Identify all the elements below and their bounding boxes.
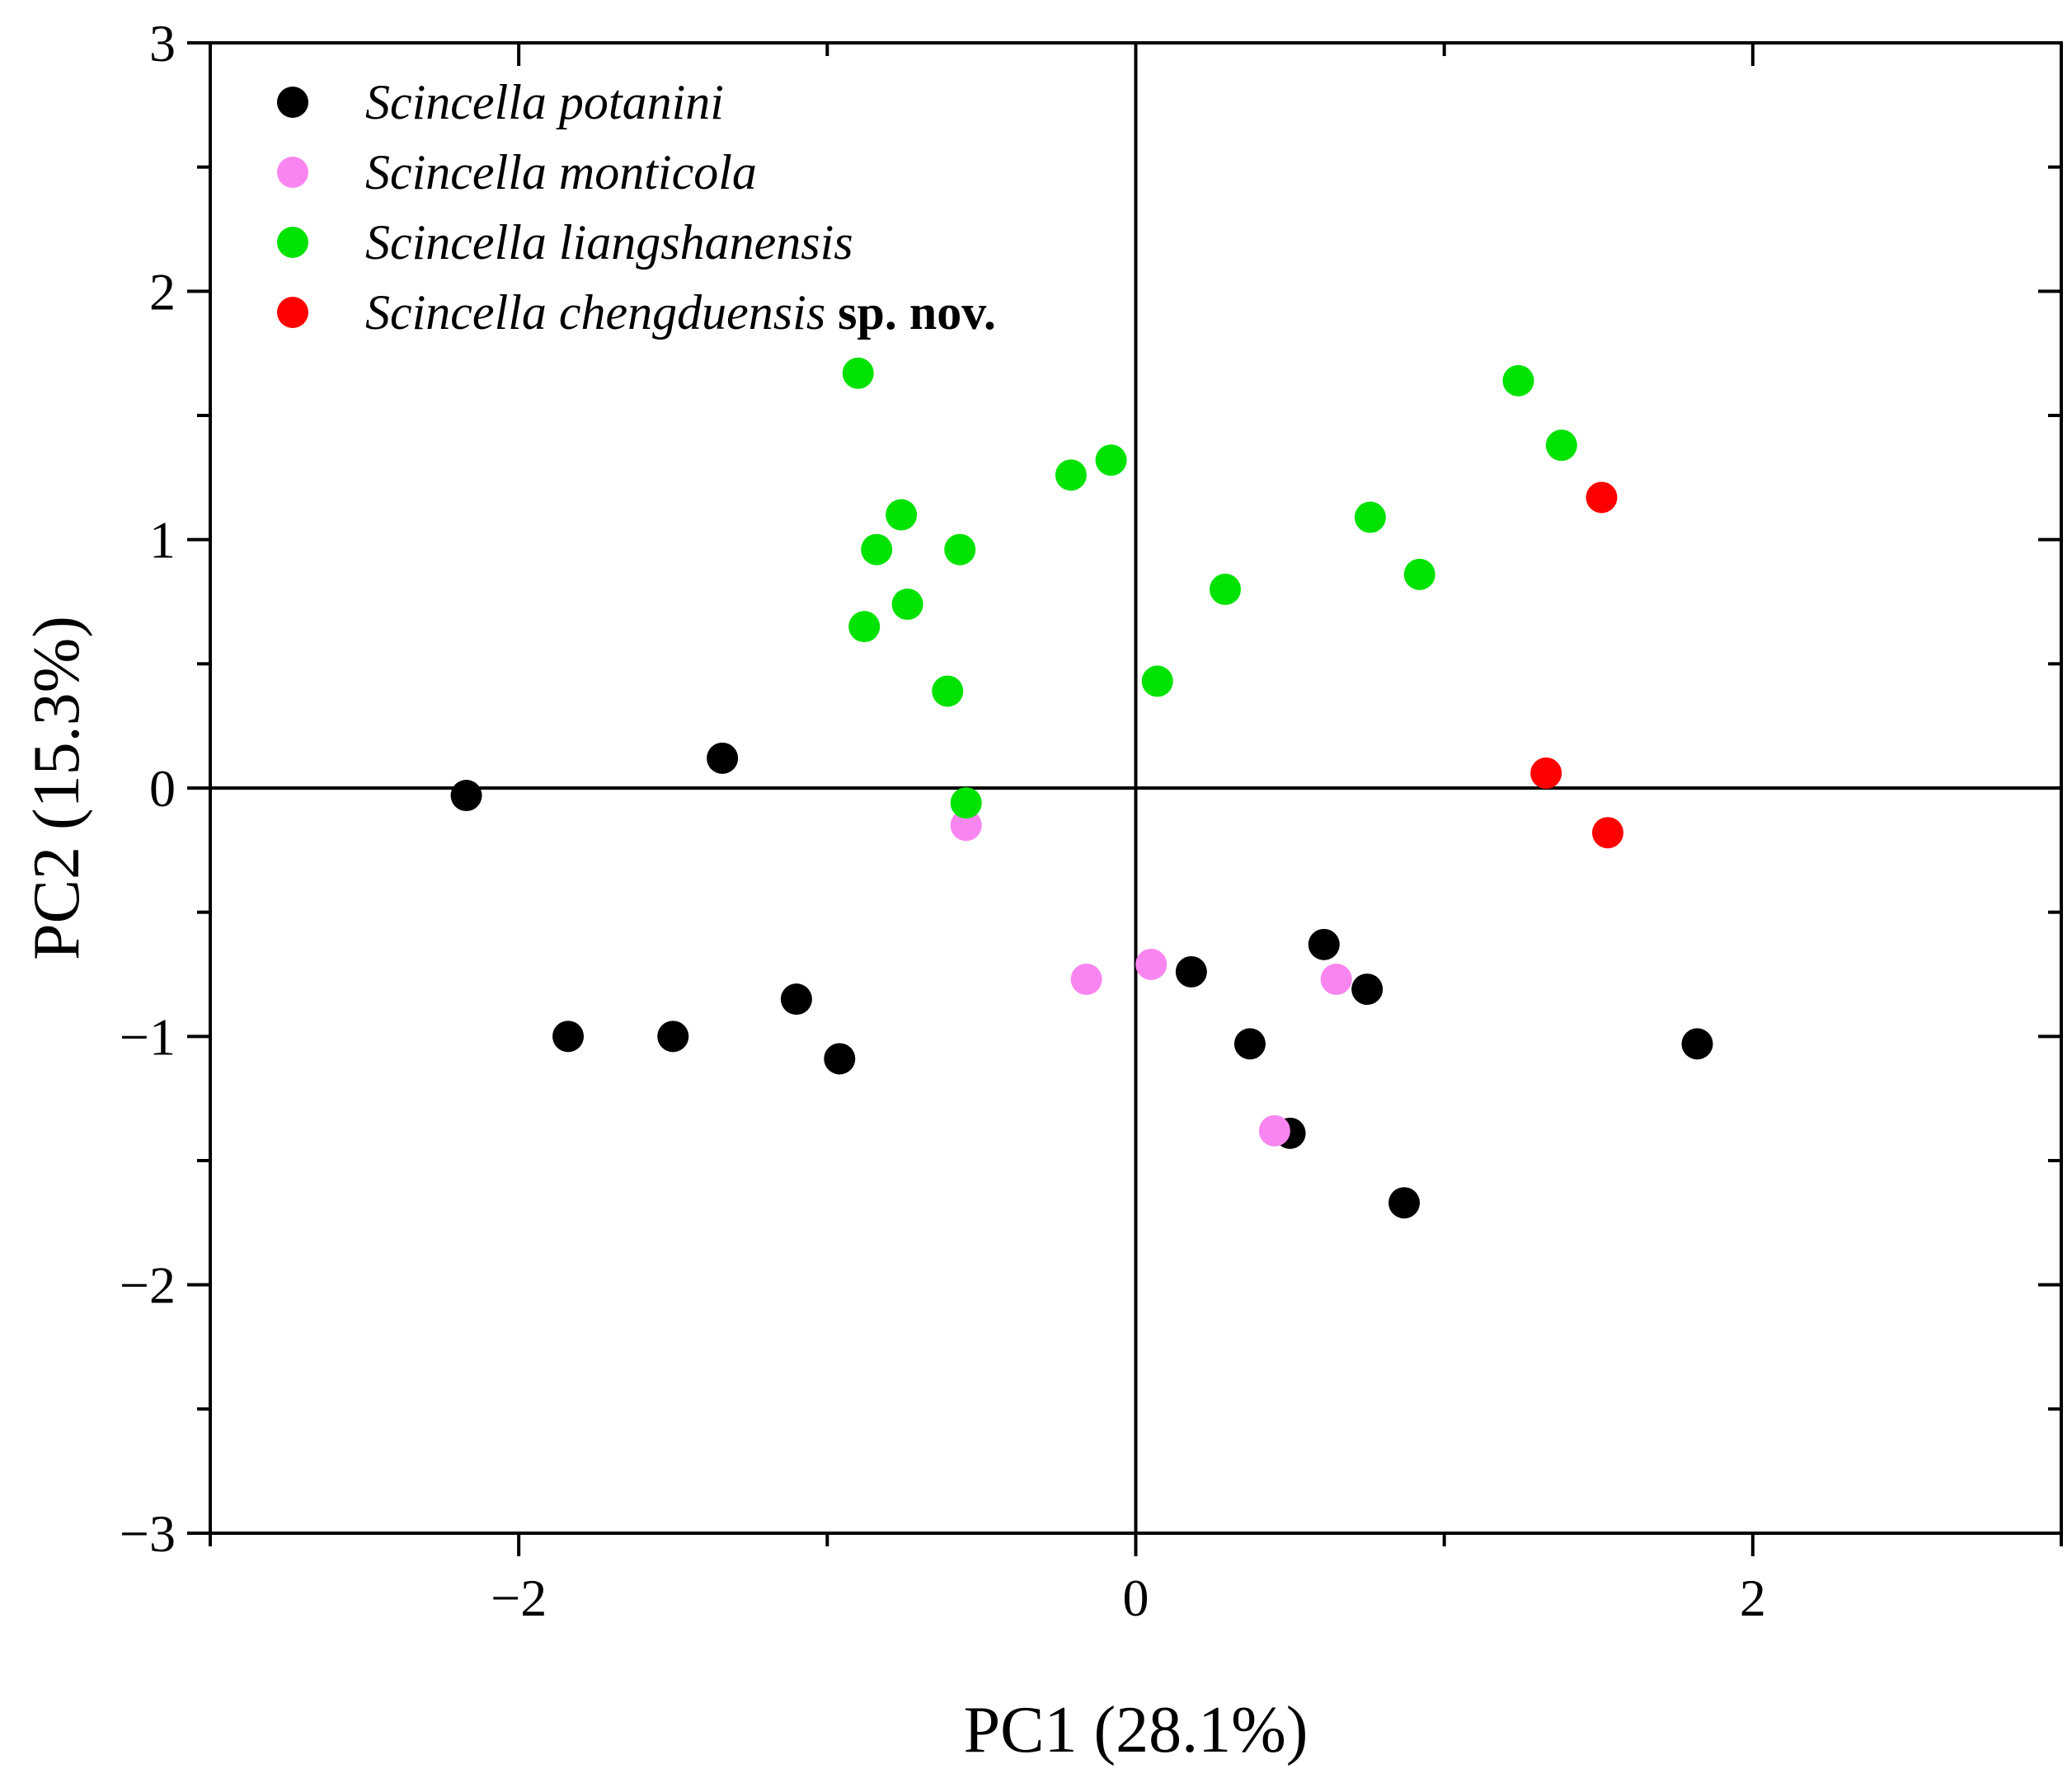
data-point <box>1354 501 1386 533</box>
y-tick-label: 3 <box>149 14 176 73</box>
data-point <box>1545 429 1577 462</box>
axis-ticks <box>187 41 2063 1556</box>
data-point <box>450 780 482 812</box>
data-point <box>780 983 812 1016</box>
y-tick-label: 2 <box>149 262 176 321</box>
legend-label: Scincella potanini <box>365 75 724 129</box>
data-point <box>1681 1028 1713 1060</box>
legend-label: Scincella chengduensis sp. nov. <box>365 285 996 340</box>
y-tick-label: 1 <box>149 511 176 570</box>
data-point <box>944 533 976 565</box>
y-tick-label: −1 <box>120 1007 176 1066</box>
data-point <box>1210 573 1242 605</box>
data-point <box>950 809 982 842</box>
data-points <box>450 357 1713 1219</box>
data-point <box>950 787 982 819</box>
data-point <box>1403 558 1435 590</box>
data-point <box>1586 481 1618 514</box>
data-point <box>1055 459 1087 491</box>
data-point <box>707 742 739 774</box>
legend-marker <box>277 87 308 118</box>
axis-tick-labels: −2 0 2 −3 −2 −1 0 1 2 3 <box>120 14 1766 1627</box>
data-point <box>886 499 918 531</box>
data-point <box>657 1020 689 1053</box>
legend: Scincella potanini Scincella monticola Sci… <box>277 75 996 340</box>
data-point <box>1070 964 1102 996</box>
data-point <box>932 675 964 707</box>
legend-marker <box>277 297 308 328</box>
zero-lines <box>210 43 2061 1533</box>
x-tick-label: 0 <box>1123 1569 1149 1627</box>
data-point <box>861 533 893 565</box>
data-point <box>1258 1114 1290 1147</box>
data-point <box>1308 928 1340 960</box>
data-point <box>552 1020 585 1053</box>
y-tick-label: 0 <box>149 759 176 818</box>
data-point <box>1135 948 1168 980</box>
legend-label: Scincella liangshanensis <box>365 215 853 270</box>
data-point <box>842 357 874 389</box>
data-point <box>1591 817 1623 849</box>
data-point <box>1141 665 1173 697</box>
legend-marker <box>277 227 308 258</box>
x-axis-title: PC1 (28.1%) <box>964 1694 1309 1766</box>
x-tick-label: −2 <box>491 1569 547 1627</box>
legend-label: Scincella monticola <box>365 145 757 199</box>
data-point <box>848 611 881 643</box>
legend-marker <box>277 157 308 188</box>
data-point <box>891 589 923 621</box>
data-point <box>1095 444 1127 476</box>
y-tick-label: −3 <box>120 1504 176 1563</box>
y-tick-label: −2 <box>120 1256 176 1315</box>
data-point <box>1502 364 1534 396</box>
data-point <box>1530 757 1562 789</box>
data-point <box>1175 955 1207 988</box>
data-point <box>824 1043 856 1075</box>
data-point <box>1233 1028 1266 1060</box>
x-tick-label: 2 <box>1740 1569 1766 1627</box>
y-axis-title: PC2 (15.3%) <box>21 616 93 960</box>
data-point <box>1320 964 1352 996</box>
data-point <box>1388 1187 1421 1219</box>
data-point <box>1351 973 1384 1006</box>
